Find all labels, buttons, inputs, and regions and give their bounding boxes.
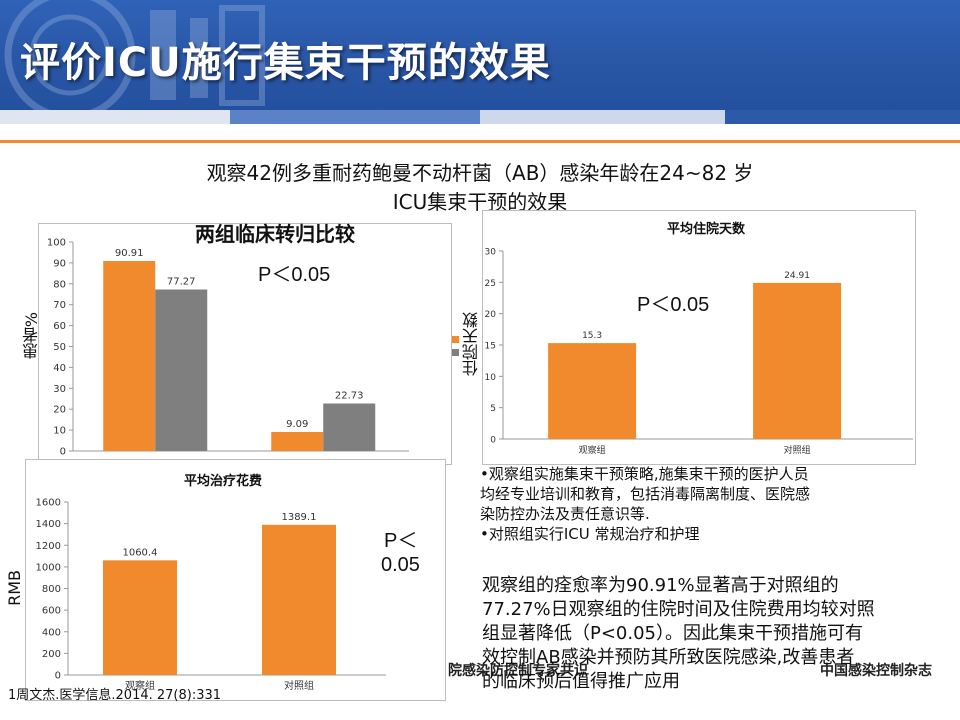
- outcome-bar: [323, 403, 376, 451]
- slide-title: 评价ICU施行集束干预的效果: [20, 40, 551, 86]
- outcome-y-tick-label: 40: [53, 363, 66, 374]
- treatment-cost-y-tick-label: 200: [42, 649, 61, 660]
- outcome-bar: [103, 260, 156, 451]
- hospital-days-data-label: 15.3: [582, 331, 602, 341]
- hospital-days-y-tick-label: 15: [485, 342, 496, 352]
- treatment-cost-chart-title: 平均治疗花费: [184, 474, 263, 489]
- hospital-days-y-tick-label: 10: [485, 373, 497, 383]
- conclusion-line-4: 效控制AB感染并预防其所致医院感染,改善患者: [482, 647, 855, 668]
- bullet-1-line-3: 染防控办法及责任意识等.: [480, 505, 650, 523]
- hospital-days-p-value: P＜0.05: [637, 294, 710, 316]
- header-stripe-4: [725, 110, 960, 124]
- outcome-y-tick-label: 30: [53, 384, 66, 395]
- conclusion-line-5: 的临床预后值得推广应用: [482, 671, 680, 692]
- treatment-cost-y-tick-label: 400: [42, 627, 61, 638]
- treatment-cost-category-label: 观察组: [125, 679, 155, 692]
- outcome-data-label: 22.73: [335, 390, 364, 401]
- hospital-days-bar: [753, 282, 842, 439]
- legend-swatch-gray: [452, 349, 459, 356]
- hospital-days-y-tick-label: 20: [485, 310, 497, 320]
- treatment-cost-y-tick-label: 0: [55, 671, 61, 682]
- treatment-cost-bar: [261, 524, 336, 675]
- conclusion-paragraph: 观察组的痊愈率为90.91%显著高于对照组的 77.27%日观察组的住院时间及住…: [482, 574, 875, 694]
- conclusion-line-3: 组显著降低（P<0.05）。因此集束干预措施可有: [482, 623, 864, 644]
- hospital-days-chart-panel: 0 5 10 15 20 25 30 15.3 观察组 24.91 对照组: [482, 210, 916, 465]
- outcome-y-tick-label: 10: [53, 426, 66, 437]
- outcome-bar-chart: 0 10 20 30 40 50 60 70 80 90 100 90.91 77.27 9.09 22.7…: [47, 238, 409, 458]
- header-stripe-1: [0, 110, 230, 124]
- outcome-bar: [155, 289, 208, 451]
- legend-swatch-orange: [452, 336, 459, 343]
- conclusion-line-1: 观察组的痊愈率为90.91%显著高于对照组的: [482, 575, 839, 596]
- hospital-days-bar-chart: 0 5 10 15 20 25 30 15.3 观察组 24.91 对照组: [485, 248, 913, 456]
- hospital-days-bar: [548, 343, 637, 439]
- outcome-chart-panel: 0 10 20 30 40 50 60 70 80 90 100 90.91 77.27 9.09 22.7…: [38, 223, 452, 465]
- hospital-days-y-tick-label: 30: [485, 248, 497, 258]
- outcome-y-axis-label: 患者%: [22, 312, 41, 360]
- hospital-days-y-tick-label: 0: [490, 436, 496, 446]
- header-stripe-3: [480, 110, 725, 124]
- citation: 1周文杰.医学信息.2014. 27(8):331: [8, 688, 222, 703]
- treatment-cost-y-tick-label: 1600: [36, 498, 61, 509]
- treatment-cost-bar: [102, 560, 177, 675]
- outcome-data-label: 90.91: [115, 248, 144, 259]
- outcome-y-tick-label: 70: [53, 300, 66, 311]
- conclusion-line-2: 77.27%日观察组的住院时间及住院费用均较对照: [482, 599, 875, 620]
- hospital-days-y-axis-label: 住院天数: [462, 312, 481, 376]
- treatment-cost-y-axis-label: RMB: [5, 570, 24, 606]
- notes-bullets: •观察组实施集束干预策略,施集束干预的医护人员 均经专业培训和教育，包括消毒隔离…: [480, 464, 810, 544]
- divider-line: [0, 140, 960, 143]
- treatment-cost-y-tick-label: 600: [42, 606, 61, 617]
- treatment-cost-y-tick-label: 1000: [36, 562, 61, 573]
- outcome-data-label: 9.09: [286, 419, 308, 430]
- hospital-days-category-label: 对照组: [784, 444, 811, 456]
- outcome-y-tick-label: 0: [60, 447, 66, 458]
- treatment-cost-y-tick-label: 800: [42, 584, 61, 595]
- outcome-y-tick-label: 50: [53, 342, 66, 353]
- legend-swatches: [452, 336, 459, 358]
- bullet-1-line-1: •观察组实施集束干预策略,施集束干预的医护人员: [480, 465, 809, 483]
- outcome-bar: [271, 432, 324, 451]
- outcome-y-tick-label: 90: [53, 258, 66, 269]
- treatment-cost-bar-chart: 0 200 400 600 800 1000 1200 1400 1600 1060.4 观察组 13…: [36, 498, 386, 692]
- outcome-p-value: P＜0.05: [258, 264, 331, 286]
- treatment-cost-p-value-line-1: P＜: [384, 530, 418, 552]
- hospital-days-data-label: 24.91: [784, 271, 810, 281]
- watermark-left: 院感染防控制专家共识: [448, 663, 588, 679]
- treatment-cost-chart-panel: 0 200 400 600 800 1000 1200 1400 1600 1060.4 观察组 13…: [25, 459, 446, 701]
- header-decoration: [4, 0, 265, 110]
- treatment-cost-p-value-line-2: 0.05: [381, 554, 420, 576]
- subtitle-line-1: 观察42例多重耐药鲍曼不动杆菌（AB）感染年龄在24~82 岁: [206, 161, 754, 185]
- outcome-y-tick-label: 60: [53, 321, 66, 332]
- treatment-cost-data-label: 1389.1: [281, 512, 316, 523]
- hospital-days-y-tick-label: 5: [490, 404, 496, 414]
- hospital-days-category-label: 观察组: [579, 444, 606, 456]
- header-stripe-2: [230, 110, 480, 124]
- outcome-data-label: 77.27: [167, 277, 196, 288]
- treatment-cost-data-label: 1060.4: [122, 547, 157, 558]
- treatment-cost-y-tick-label: 1400: [36, 519, 61, 530]
- treatment-cost-category-label: 对照组: [284, 679, 314, 692]
- outcome-y-tick-label: 100: [47, 238, 66, 249]
- bullet-1-line-2: 均经专业培训和教育，包括消毒隔离制度、医院感: [480, 485, 811, 503]
- outcome-chart-title: 两组临床转归比较: [195, 222, 355, 246]
- watermark-right: 中国感染控制杂志: [820, 663, 932, 679]
- hospital-days-y-tick-label: 25: [485, 279, 496, 289]
- treatment-cost-y-tick-label: 1200: [36, 541, 61, 552]
- outcome-y-tick-label: 80: [53, 279, 66, 290]
- outcome-y-tick-label: 20: [53, 405, 66, 416]
- hospital-days-chart-title: 平均住院天数: [667, 222, 746, 237]
- slide-header: 评价ICU施行集束干预的效果: [0, 0, 960, 110]
- bullet-2: •对照组实行ICU 常规治疗和护理: [480, 525, 700, 543]
